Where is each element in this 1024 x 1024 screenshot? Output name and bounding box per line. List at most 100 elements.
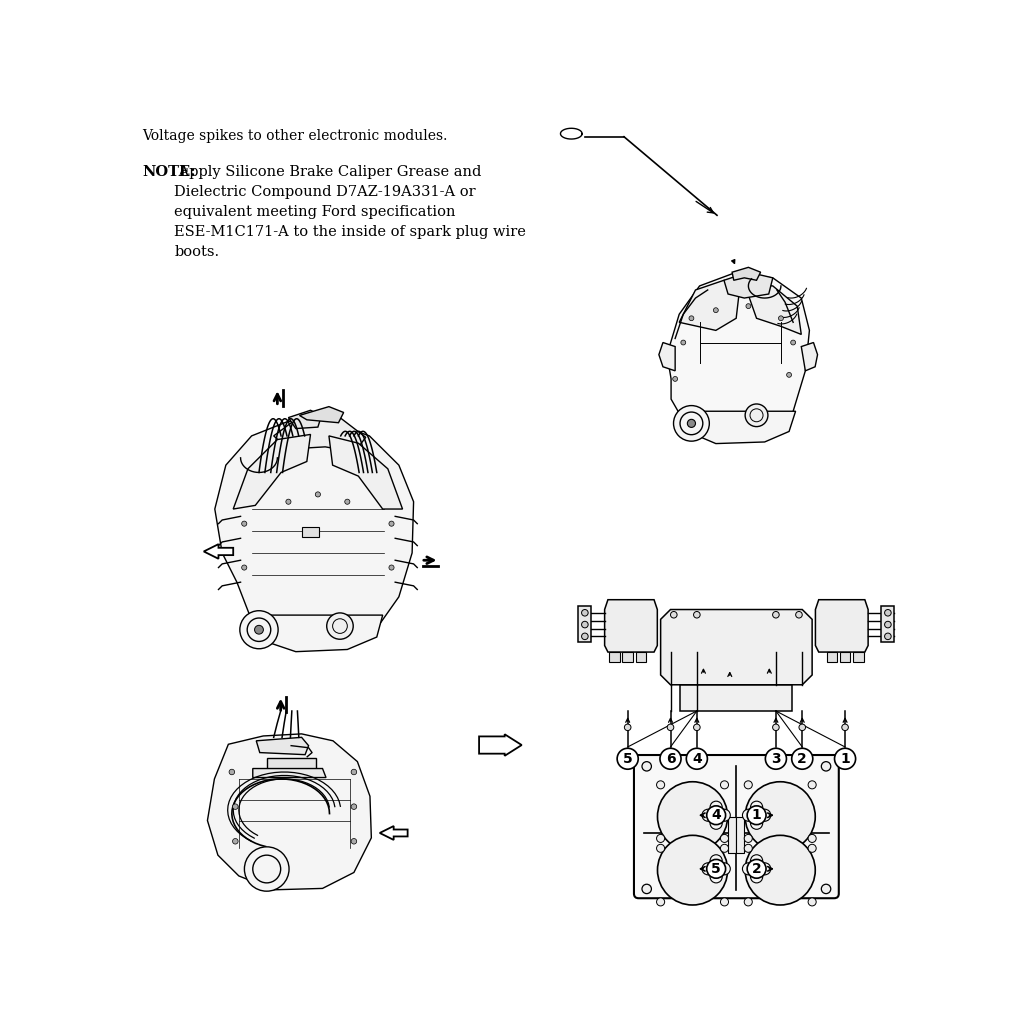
FancyBboxPatch shape xyxy=(302,526,318,537)
Text: 1: 1 xyxy=(752,808,762,822)
Circle shape xyxy=(748,806,766,824)
Circle shape xyxy=(657,836,728,905)
Circle shape xyxy=(255,626,263,634)
Polygon shape xyxy=(256,737,308,755)
Circle shape xyxy=(656,781,665,788)
Circle shape xyxy=(752,811,761,820)
Circle shape xyxy=(617,749,638,769)
Text: 3: 3 xyxy=(771,752,780,766)
Polygon shape xyxy=(329,436,402,509)
Text: NOTE:: NOTE: xyxy=(142,165,196,179)
Polygon shape xyxy=(636,652,646,662)
Circle shape xyxy=(751,855,763,866)
FancyBboxPatch shape xyxy=(634,755,839,898)
Circle shape xyxy=(742,809,755,821)
Circle shape xyxy=(751,870,763,883)
Text: 1: 1 xyxy=(841,752,850,766)
Circle shape xyxy=(681,340,686,345)
Circle shape xyxy=(687,420,695,427)
Circle shape xyxy=(772,611,779,618)
Circle shape xyxy=(689,315,694,321)
Polygon shape xyxy=(579,606,592,642)
Circle shape xyxy=(721,898,728,906)
Circle shape xyxy=(286,499,291,504)
Circle shape xyxy=(712,864,721,873)
Circle shape xyxy=(693,724,700,730)
Circle shape xyxy=(745,304,751,308)
Circle shape xyxy=(765,749,786,769)
Circle shape xyxy=(657,781,728,851)
Polygon shape xyxy=(204,544,233,559)
Circle shape xyxy=(702,809,714,821)
Circle shape xyxy=(751,817,763,829)
Polygon shape xyxy=(289,411,322,429)
Circle shape xyxy=(582,609,588,616)
Polygon shape xyxy=(736,816,744,853)
Circle shape xyxy=(673,377,678,381)
Polygon shape xyxy=(252,615,383,651)
Polygon shape xyxy=(728,816,736,853)
Circle shape xyxy=(582,622,588,628)
Text: 2: 2 xyxy=(752,862,762,876)
Circle shape xyxy=(712,811,721,820)
Circle shape xyxy=(582,633,588,640)
Circle shape xyxy=(656,845,665,852)
Circle shape xyxy=(742,863,755,874)
Circle shape xyxy=(751,801,763,813)
Circle shape xyxy=(745,836,815,905)
Polygon shape xyxy=(266,758,315,769)
Text: 5: 5 xyxy=(623,752,633,766)
Polygon shape xyxy=(299,407,344,423)
Polygon shape xyxy=(680,685,793,711)
Polygon shape xyxy=(609,652,620,662)
Polygon shape xyxy=(208,734,372,890)
Circle shape xyxy=(885,622,891,628)
Circle shape xyxy=(772,724,779,730)
Circle shape xyxy=(718,809,730,821)
Circle shape xyxy=(671,611,677,618)
Circle shape xyxy=(796,611,802,618)
Circle shape xyxy=(707,859,726,879)
Circle shape xyxy=(389,521,394,526)
Circle shape xyxy=(710,801,722,813)
Circle shape xyxy=(668,724,674,730)
Circle shape xyxy=(389,565,394,570)
Circle shape xyxy=(759,809,771,821)
Circle shape xyxy=(656,835,665,843)
Circle shape xyxy=(702,863,714,874)
Circle shape xyxy=(791,340,796,345)
Polygon shape xyxy=(802,342,817,371)
Text: 6: 6 xyxy=(666,752,675,766)
Circle shape xyxy=(232,804,239,809)
Circle shape xyxy=(240,610,279,649)
Circle shape xyxy=(242,521,247,526)
Circle shape xyxy=(744,835,753,843)
Circle shape xyxy=(748,859,766,879)
Polygon shape xyxy=(479,734,521,756)
Polygon shape xyxy=(273,414,366,452)
Circle shape xyxy=(351,769,356,775)
Circle shape xyxy=(721,845,728,852)
Polygon shape xyxy=(667,273,809,439)
Text: 4: 4 xyxy=(692,752,701,766)
Polygon shape xyxy=(604,600,657,652)
Circle shape xyxy=(808,845,816,852)
Circle shape xyxy=(744,845,753,852)
Circle shape xyxy=(799,724,806,730)
Circle shape xyxy=(232,839,239,844)
Text: 2: 2 xyxy=(798,752,807,766)
Polygon shape xyxy=(683,412,796,443)
Circle shape xyxy=(744,898,753,906)
Circle shape xyxy=(885,609,891,616)
Circle shape xyxy=(345,499,350,504)
Circle shape xyxy=(693,611,700,618)
Polygon shape xyxy=(853,652,863,662)
Polygon shape xyxy=(658,342,675,371)
Circle shape xyxy=(710,817,722,829)
Circle shape xyxy=(745,781,815,851)
Text: 5: 5 xyxy=(712,862,721,876)
Polygon shape xyxy=(826,652,838,662)
Circle shape xyxy=(707,806,726,824)
Text: 4: 4 xyxy=(712,808,721,822)
Circle shape xyxy=(245,847,289,891)
